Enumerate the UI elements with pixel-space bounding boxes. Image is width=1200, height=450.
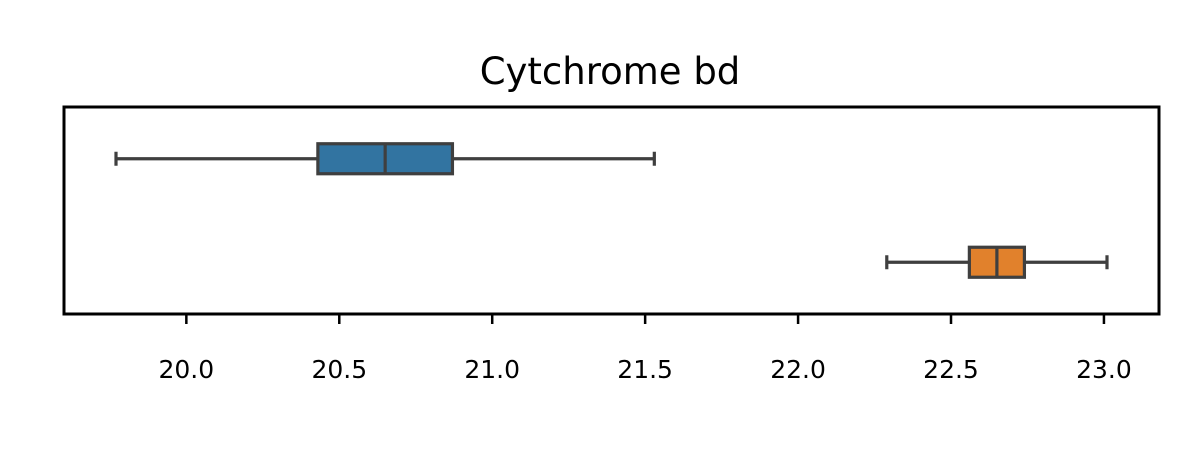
x-tick-label: 22.0 bbox=[770, 355, 826, 384]
plot-area-frame bbox=[62, 105, 1161, 316]
x-tick-label: 21.5 bbox=[617, 355, 673, 384]
x-tick-label: 22.5 bbox=[923, 355, 979, 384]
x-tick-label: 21.0 bbox=[464, 355, 520, 384]
boxes-layer bbox=[114, 142, 1109, 279]
x-tick-label: 20.5 bbox=[311, 355, 367, 384]
chart-title: Cytchrome bd bbox=[480, 50, 741, 93]
box-group-1 bbox=[114, 142, 656, 176]
x-tick-label: 20.0 bbox=[159, 355, 215, 384]
x-axis-ticks: 20.0 20.5 21.0 21.5 22.0 22.5 23.0 bbox=[159, 314, 1132, 384]
box-group-2 bbox=[885, 245, 1109, 279]
x-tick-label: 23.0 bbox=[1076, 355, 1132, 384]
